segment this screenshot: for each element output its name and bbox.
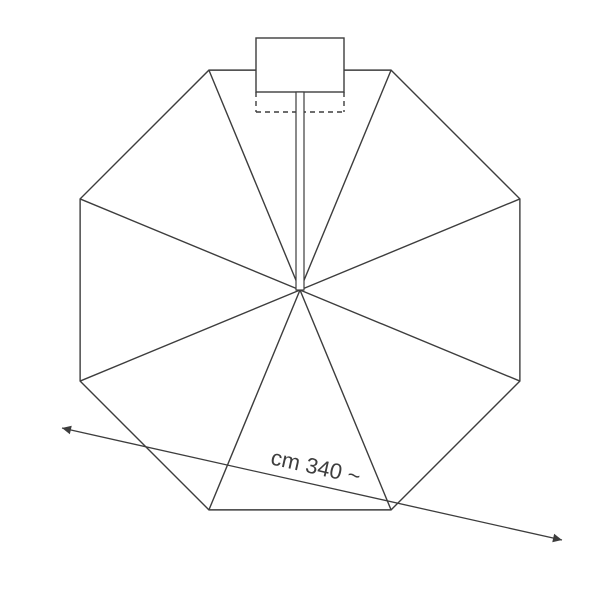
dimension-arrowhead <box>62 426 72 434</box>
top-box-solid <box>256 38 344 92</box>
dimension-arrowhead <box>552 534 562 542</box>
umbrella-pole <box>296 92 304 290</box>
